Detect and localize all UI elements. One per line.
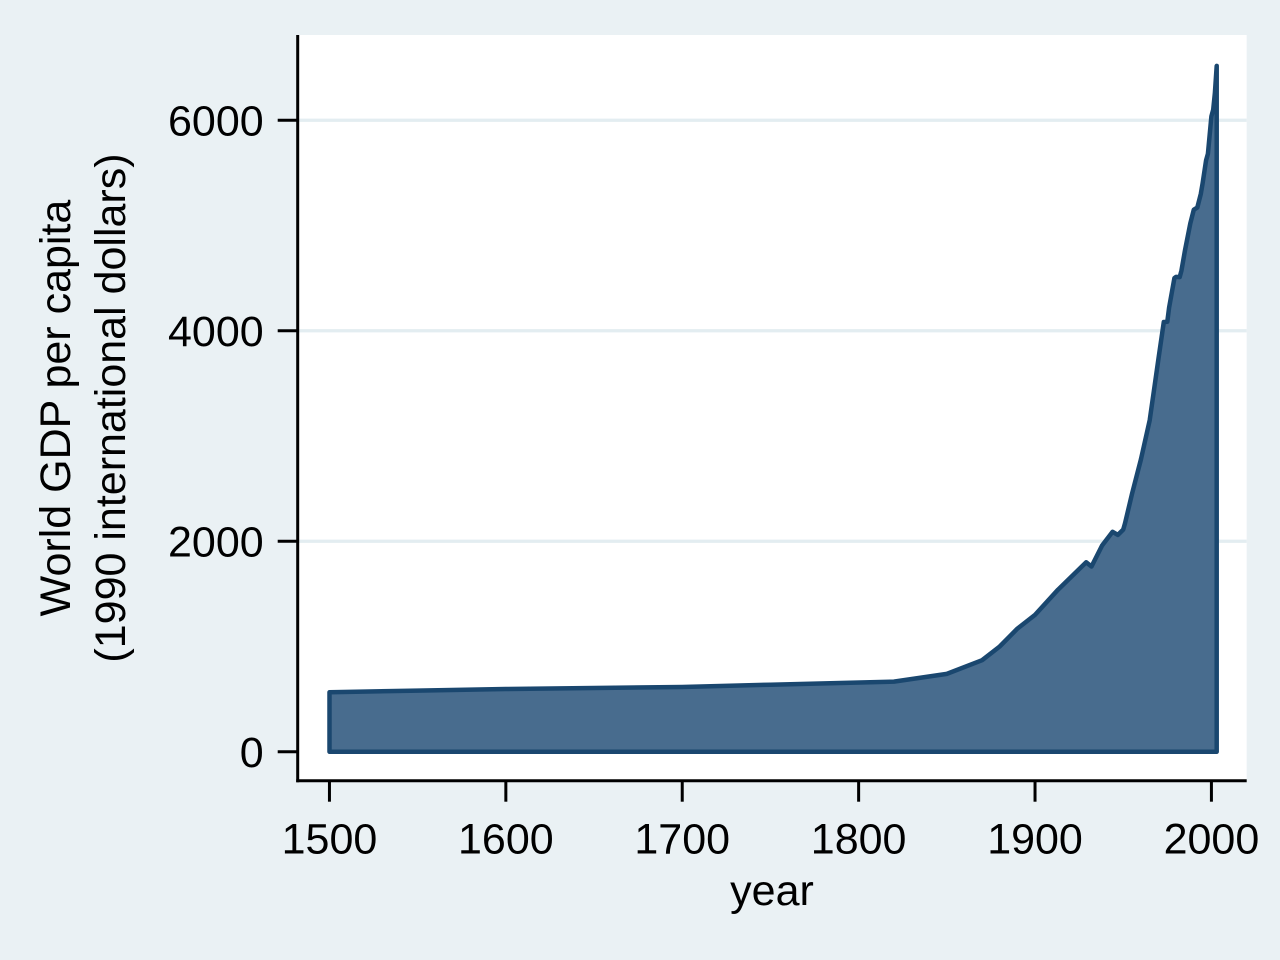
x-tick-label: 1900 <box>987 816 1083 864</box>
y-tick-label: 4000 <box>168 308 264 356</box>
y-tick-label: 6000 <box>168 97 264 145</box>
x-tick-label: 1700 <box>634 816 730 864</box>
axes <box>296 35 1247 783</box>
area-layer <box>327 63 1219 755</box>
y-tick-label: 0 <box>240 729 264 777</box>
y-axis-title-line2: (1990 international dollars) <box>87 153 135 662</box>
x-ticks: 1500 1600 1700 1800 1900 2000 <box>282 780 1260 864</box>
x-axis-title: year <box>730 867 814 915</box>
y-tick-label: 2000 <box>168 518 264 566</box>
x-tick-label: 2000 <box>1164 816 1260 864</box>
area-series-world-gdp <box>327 63 1219 755</box>
y-ticks: 0 2000 4000 6000 <box>168 97 298 777</box>
x-tick-label: 1500 <box>282 816 378 864</box>
x-tick-label: 1800 <box>811 816 907 864</box>
x-tick-label: 1600 <box>458 816 554 864</box>
gridlines <box>297 118 1247 543</box>
y-axis-title-line1: World GDP per capita <box>32 200 80 617</box>
